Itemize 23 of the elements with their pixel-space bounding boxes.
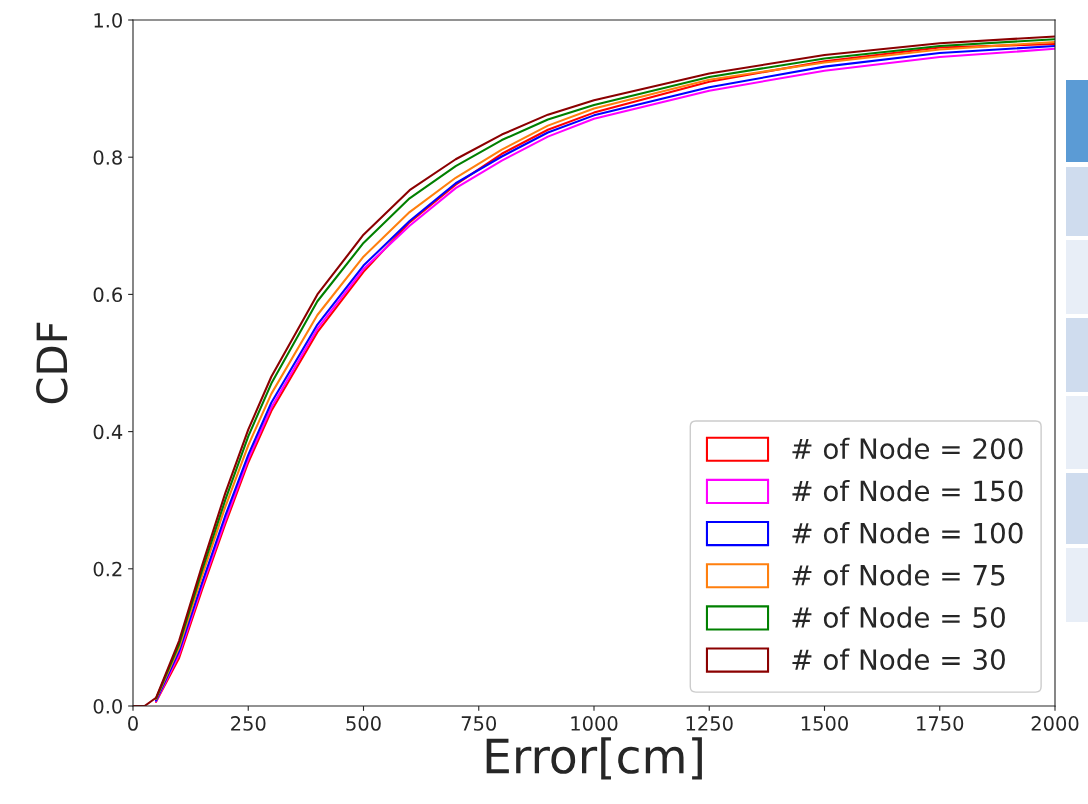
x-tick-label: 1000 xyxy=(571,716,618,731)
legend-label: # of Node = 200 xyxy=(792,437,1023,460)
y-tick-label: 0.6 xyxy=(93,287,123,303)
y-tick-label: 0.2 xyxy=(93,561,122,577)
x-tick-label: 750 xyxy=(461,716,497,731)
y-tick-label: 0.0 xyxy=(93,698,122,714)
x-tick-label: 250 xyxy=(231,716,266,731)
y-axis-title: CDF xyxy=(36,322,68,404)
x-axis-title: Error[cm] xyxy=(486,737,702,780)
x-tick-label: 1750 xyxy=(917,716,964,731)
x-tick-label: 0 xyxy=(128,716,138,731)
legend-label: # of Node = 50 xyxy=(792,606,1005,628)
x-tick-label: 500 xyxy=(346,716,381,731)
y-tick-label: 0.4 xyxy=(93,424,123,440)
legend-label: # of Node = 150 xyxy=(792,479,1023,502)
y-tick-label: 1.0 xyxy=(94,12,122,28)
legend-label: # of Node = 30 xyxy=(792,648,1005,671)
x-tick-label: 1250 xyxy=(686,716,733,731)
x-tick-label: 1500 xyxy=(801,716,848,731)
legend-label: # of Node = 100 xyxy=(792,522,1023,544)
legend-label: # of Node = 75 xyxy=(792,564,1005,586)
x-tick-label: 2000 xyxy=(1031,716,1079,731)
y-tick-label: 0.8 xyxy=(93,150,122,165)
